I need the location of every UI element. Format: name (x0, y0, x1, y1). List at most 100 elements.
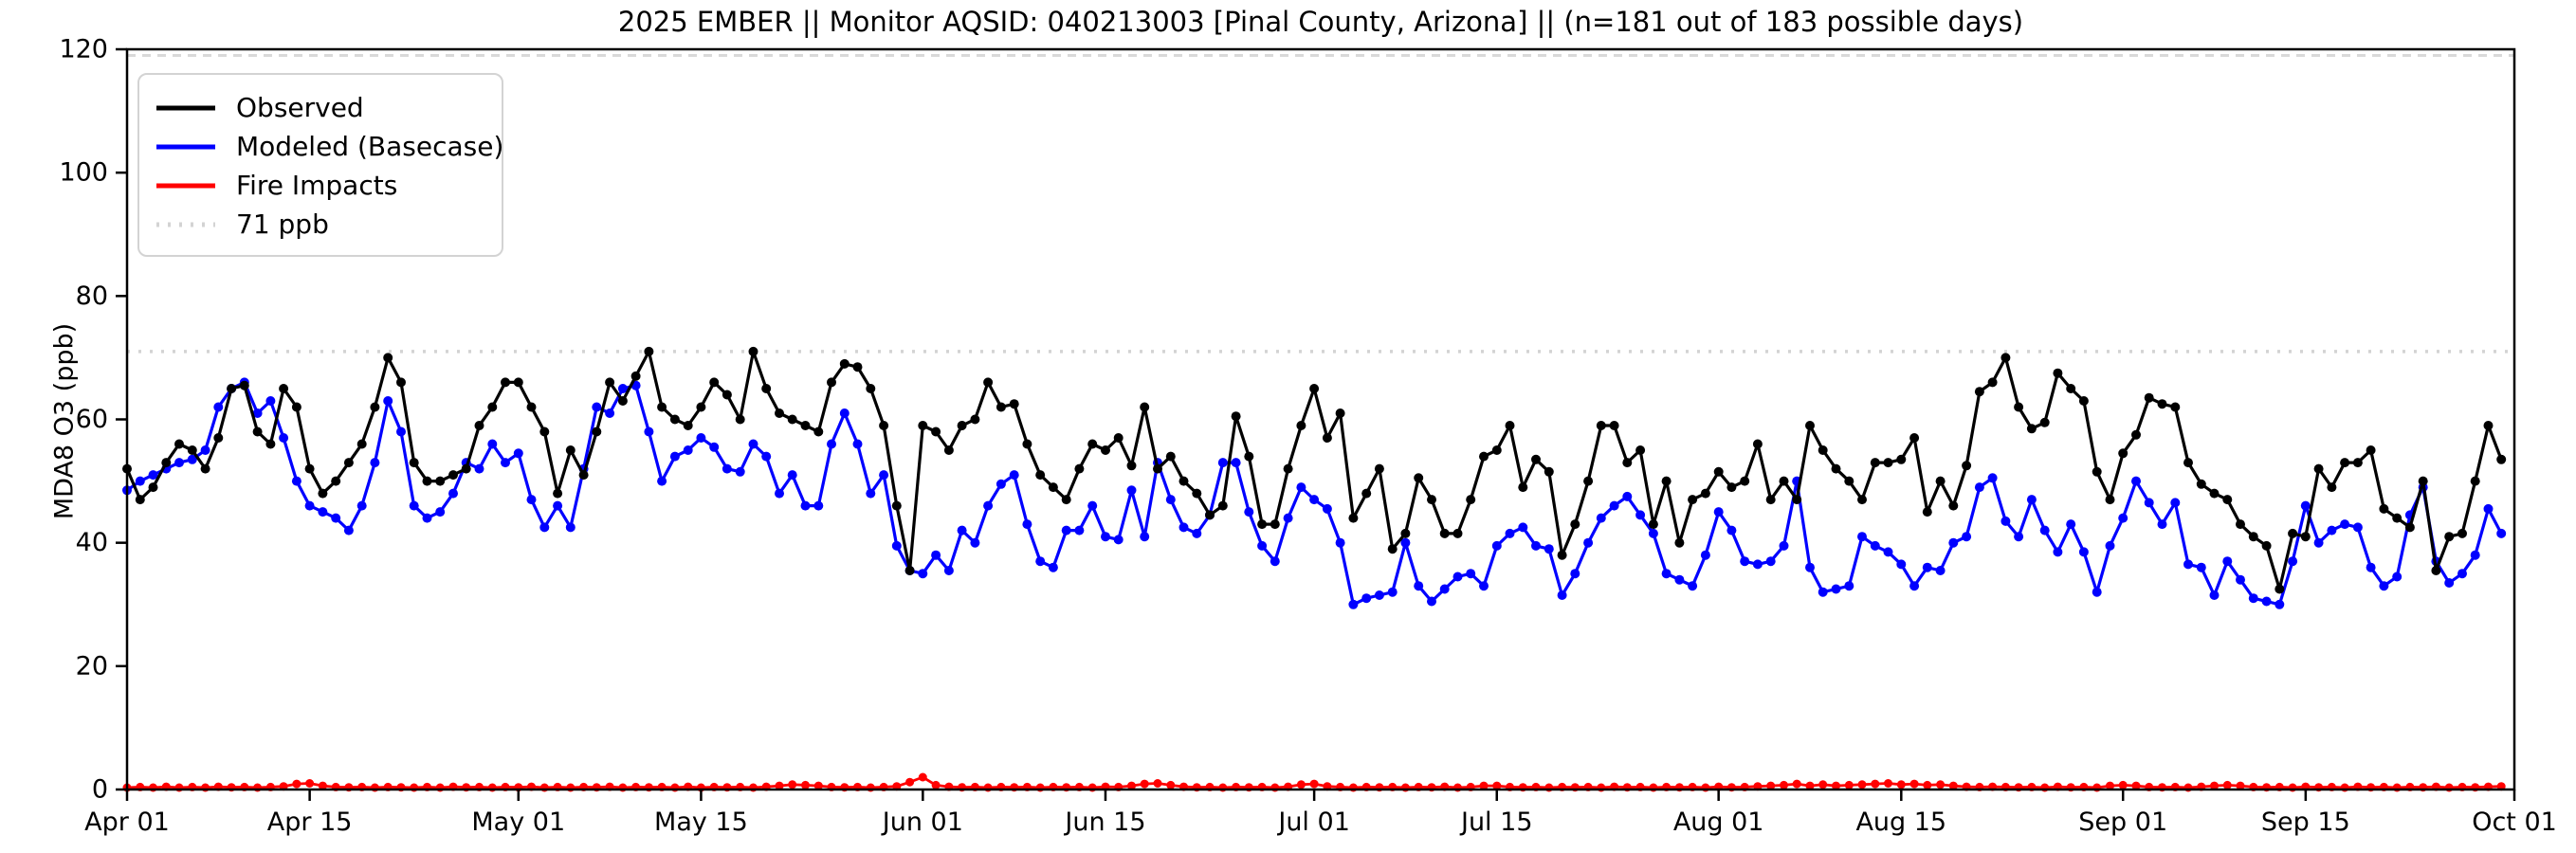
fire-impacts-marker (1923, 780, 1932, 789)
modeled-basecase--marker (200, 445, 210, 455)
observed-marker (2014, 402, 2024, 412)
modeled-basecase--marker (2261, 596, 2272, 607)
observed-marker (2236, 519, 2245, 530)
observed-marker (1962, 461, 1972, 471)
y-tick-label: 40 (76, 528, 108, 557)
observed-marker (1400, 528, 1411, 538)
observed-marker (839, 358, 850, 369)
fire-impacts-marker (2222, 780, 2232, 789)
observed-marker (1335, 408, 1345, 418)
modeled-basecase--marker (1779, 540, 1789, 551)
modeled-basecase--marker (1361, 593, 1372, 604)
modeled-basecase--marker (683, 445, 693, 455)
modeled-basecase--marker (2392, 572, 2402, 582)
observed-marker (2444, 532, 2455, 542)
observed-marker (852, 362, 863, 372)
modeled-basecase--marker (539, 522, 550, 533)
modeled-basecase--marker (135, 476, 145, 486)
modeled-basecase--marker (213, 402, 224, 412)
x-tick-label: Jun 15 (1063, 808, 1145, 837)
observed-marker (2431, 566, 2441, 575)
modeled-basecase--marker (891, 540, 902, 551)
observed-marker (1479, 451, 1489, 462)
observed-marker (813, 426, 824, 437)
observed-marker (657, 402, 667, 412)
fire-impacts-marker (918, 772, 927, 782)
modeled-basecase--marker (669, 451, 680, 462)
observed-marker (1831, 463, 1841, 474)
modeled-basecase--marker (174, 458, 184, 468)
modeled-basecase--marker (1322, 503, 1332, 514)
observed-marker (578, 470, 589, 481)
observed-marker (722, 390, 732, 400)
observed-marker (2144, 392, 2154, 403)
modeled-basecase--marker (2026, 495, 2037, 505)
observed-marker (1427, 495, 1436, 505)
modeled-basecase--marker (1414, 581, 1424, 591)
fire-impacts-marker (1871, 779, 1880, 789)
modeled-basecase--marker (1491, 540, 1502, 551)
observed-marker (370, 402, 380, 412)
legend-swatch-line (156, 144, 215, 149)
observed-marker (1661, 476, 1672, 486)
legend-label: Fire Impacts (236, 170, 398, 201)
observed-marker (291, 402, 301, 412)
x-tick-label: Jul 15 (1459, 808, 1533, 837)
x-tick-label: May 01 (471, 808, 565, 837)
modeled-basecase--marker (2222, 556, 2233, 567)
modeled-basecase--marker (1009, 470, 1019, 481)
observed-marker (1387, 544, 1398, 554)
observed-marker (943, 445, 954, 455)
fire-impacts-marker (1153, 779, 1162, 788)
observed-marker (383, 353, 393, 363)
modeled-basecase--marker (2039, 525, 2050, 535)
observed-marker (1609, 421, 1619, 430)
legend-label: Modeled (Basecase) (236, 131, 504, 162)
observed-marker (2352, 458, 2363, 468)
modeled-basecase--marker (356, 500, 367, 511)
modeled-basecase--marker (1583, 537, 1594, 548)
modeled-basecase--marker (2118, 513, 2128, 523)
observed-marker (501, 377, 510, 388)
modeled-basecase--marker (996, 479, 1006, 489)
observed-marker (1309, 384, 1320, 393)
modeled-basecase--marker (1387, 587, 1398, 597)
fire-impacts-marker (801, 780, 810, 789)
modeled-basecase--marker (1896, 559, 1907, 570)
modeled-basecase--marker (827, 439, 836, 449)
modeled-basecase--marker (605, 408, 615, 418)
observed-marker (605, 377, 615, 388)
observed-marker (1491, 445, 1502, 455)
observed-marker (2470, 476, 2480, 486)
modeled-basecase--marker (2196, 562, 2206, 572)
observed-marker (513, 377, 523, 388)
observed-marker (2366, 445, 2376, 455)
observed-marker (2066, 384, 2076, 393)
observed-marker (1178, 476, 1189, 486)
modeled-basecase--marker (1400, 537, 1411, 548)
observed-marker (2026, 424, 2037, 434)
modeled-basecase--marker (709, 442, 720, 452)
modeled-basecase--marker (2327, 525, 2337, 535)
observed-marker (1818, 445, 1828, 455)
observed-marker (448, 470, 458, 481)
modeled-basecase--marker (1126, 485, 1137, 496)
modeled-basecase--marker (1922, 562, 1932, 572)
observed-marker (213, 433, 224, 443)
observed-marker (1414, 473, 1424, 483)
observed-marker (2001, 353, 2011, 363)
modeled-basecase--marker (1035, 556, 1046, 567)
observed-marker (2222, 495, 2233, 505)
observed-marker (1257, 519, 1268, 530)
fire-impacts-marker (305, 779, 315, 788)
modeled-basecase--marker (2340, 519, 2350, 530)
observed-marker (2275, 584, 2285, 594)
modeled-basecase--marker (1570, 569, 1580, 579)
observed-marker (227, 384, 237, 393)
observed-marker (1270, 519, 1280, 530)
modeled-basecase--marker (1022, 519, 1032, 530)
x-tick-label: Jun 01 (881, 808, 963, 837)
modeled-basecase--marker (187, 454, 197, 464)
modeled-basecase--marker (644, 426, 654, 437)
modeled-basecase--marker (1531, 540, 1541, 551)
